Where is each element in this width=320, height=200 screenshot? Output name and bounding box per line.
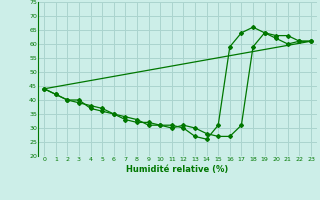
X-axis label: Humidité relative (%): Humidité relative (%) [126,165,229,174]
